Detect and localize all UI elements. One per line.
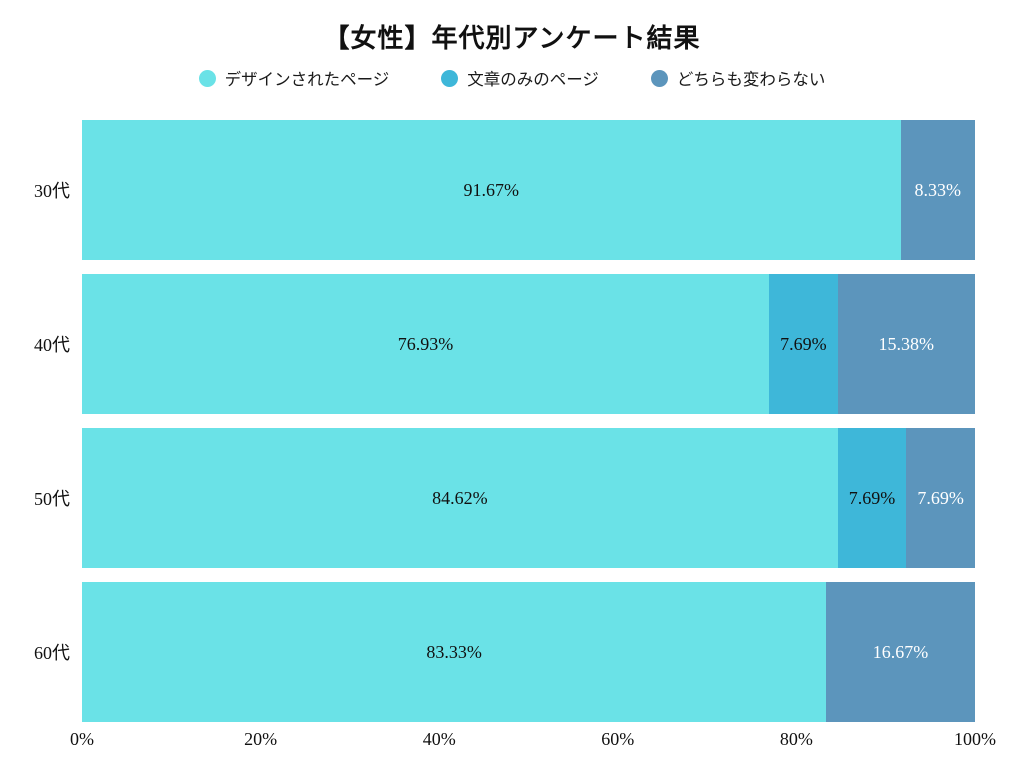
bar-segment-label: 7.69%: [780, 333, 827, 354]
chart-legend: デザインされたページ 文章のみのページ どちらも変わらない: [0, 66, 1024, 90]
bar-row: 91.67% 8.33%: [82, 120, 975, 260]
legend-item-text-only-page: 文章のみのページ: [441, 66, 599, 90]
bar-segment-label: 15.38%: [878, 333, 935, 354]
bar-segment-label: 8.33%: [914, 179, 962, 200]
bar-segment-label: 7.69%: [917, 487, 964, 508]
x-tick-label: 80%: [779, 729, 813, 749]
bar-segment: 8.33%: [900, 120, 975, 260]
bar-row: 84.62% 7.69% 7.69%: [82, 428, 975, 568]
bar-row: 83.33% 16.67%: [82, 582, 975, 722]
y-axis-category-labels: 30代 40代 50代 60代: [0, 120, 70, 722]
bar-segment: 83.33%: [82, 582, 827, 722]
bar-segment: 84.62%: [82, 428, 838, 568]
legend-item-no-difference: どちらも変わらない: [650, 66, 826, 90]
bar-segment: 15.38%: [837, 274, 975, 414]
bar-segment: 16.67%: [826, 582, 975, 722]
category-label: 30代: [34, 181, 70, 201]
bar-row: 76.93% 7.69% 15.38%: [82, 274, 975, 414]
legend-label: デザインされたページ: [224, 71, 390, 89]
bar-segment-label: 76.93%: [397, 333, 454, 354]
bar-segment: 91.67%: [82, 120, 901, 260]
plot-area: 91.67% 8.33% 76.93% 7.69% 15.38% 84.62% 7.69% 7…: [82, 120, 975, 722]
legend-dot-icon: [441, 69, 459, 87]
chart-title: 【女性】年代別アンケート結果: [323, 23, 701, 53]
x-tick-label: 100%: [954, 729, 996, 749]
bar-segment-label: 91.67%: [463, 179, 520, 200]
bar-segment: 7.69%: [837, 428, 907, 568]
bar-segment-label: 83.33%: [426, 641, 482, 662]
legend-label: どちらも変わらない: [676, 71, 826, 89]
category-label: 40代: [34, 335, 70, 355]
legend-dot-icon: [198, 69, 216, 87]
bar-segment-label: 7.69%: [848, 487, 896, 508]
bar-segment-label: 16.67%: [872, 641, 929, 662]
x-tick-label: 60%: [601, 729, 635, 749]
bar-segment: 7.69%: [768, 274, 838, 414]
x-axis-tick-labels: 0% 20% 40% 60% 80% 100%: [70, 729, 996, 753]
legend-item-designed-page: デザインされたページ: [198, 66, 390, 90]
legend-label: 文章のみのページ: [467, 71, 599, 89]
bar-segment: 76.93%: [82, 274, 769, 414]
x-tick-label: 20%: [244, 729, 278, 749]
bar-segment: 7.69%: [906, 428, 975, 568]
legend-dot-icon: [650, 69, 668, 87]
category-label: 60代: [34, 643, 70, 663]
category-label: 50代: [34, 489, 70, 509]
bar-segment-label: 84.62%: [432, 487, 488, 508]
x-tick-label: 40%: [422, 729, 456, 749]
x-tick-label: 0%: [70, 729, 94, 749]
